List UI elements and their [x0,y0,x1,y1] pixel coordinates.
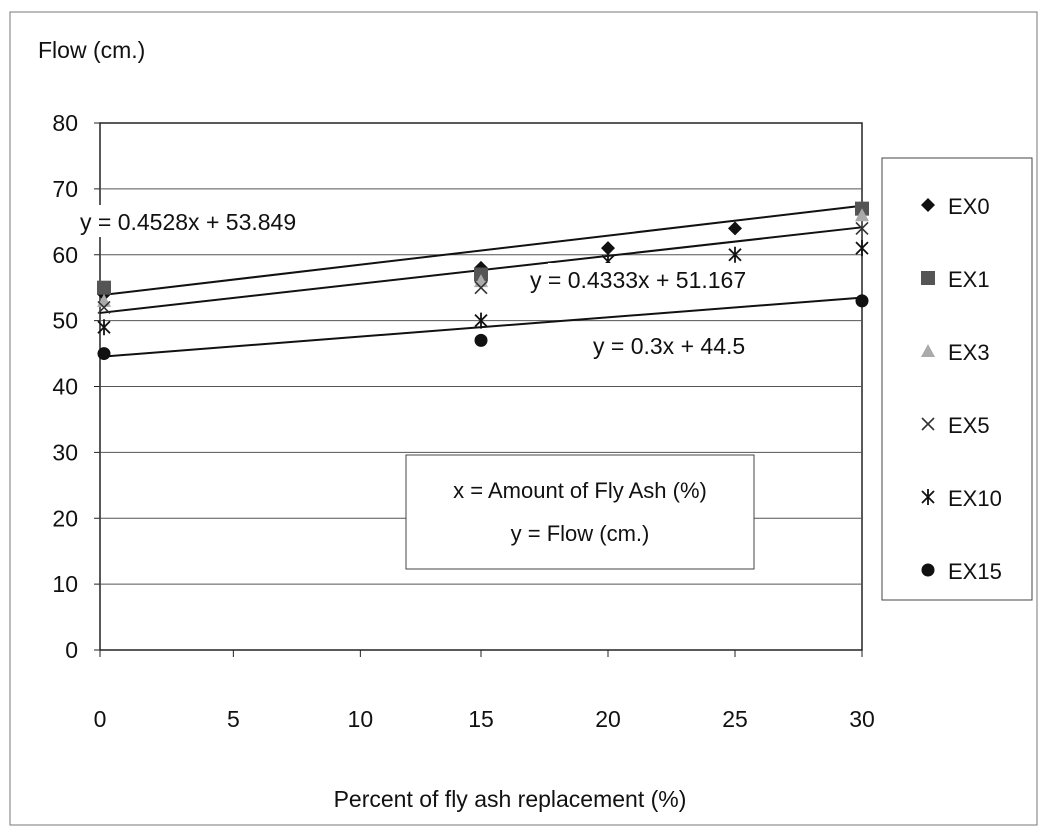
data-point-ex5 [97,300,111,315]
legend-label: EX3 [948,340,990,365]
y-tick-label: 10 [52,571,78,597]
legend-label: EX15 [948,559,1002,584]
legend-marker-ex0 [921,198,935,212]
legend-marker-ex10 [921,489,935,505]
trendline-equation: y = 0.3x + 44.5 [593,333,745,359]
data-point-ex3 [855,208,869,222]
y-tick-label: 50 [52,308,78,334]
y-tick-label: 30 [52,439,78,465]
y-tick-label: 40 [52,374,78,400]
data-point-ex15 [855,294,869,308]
y-axis-title: Flow (cm.) [38,37,145,63]
annotation-text: x = Amount of Fly Ash (%) [453,478,707,503]
legend-label: EX1 [948,267,990,292]
data-point-ex10 [97,319,111,336]
data-point-ex10 [855,240,869,257]
legend-label: EX10 [948,486,1002,511]
x-tick-label: 15 [468,706,494,732]
data-point-ex5 [855,221,869,235]
x-tick-label: 10 [348,706,374,732]
data-point-ex0 [728,221,742,236]
legend-marker-ex15 [921,563,935,577]
legend-label: EX0 [948,194,990,219]
data-point-ex1 [97,280,111,295]
y-tick-label: 0 [65,637,78,663]
x-tick-label: 5 [227,706,240,732]
data-point-ex15 [97,347,111,361]
trendline-equation: y = 0.4528x + 53.849 [80,209,296,235]
trendline [99,204,863,297]
x-tick-label: 20 [595,706,621,732]
legend-label: EX5 [948,413,990,438]
legend-marker-ex3 [921,344,935,357]
x-axis-title: Percent of fly ash replacement (%) [334,786,687,812]
y-tick-label: 60 [52,242,78,268]
legend-marker-ex5 [921,417,935,431]
y-tick-label: 20 [52,505,78,531]
data-point-ex5 [474,281,488,295]
equation-label-bg [611,329,789,361]
data-point-ex0 [601,241,615,256]
annotation-box [405,454,755,570]
x-tick-label: 0 [94,706,107,732]
y-tick-label: 80 [52,110,78,136]
chart-border [9,11,1038,826]
data-point-ex15 [474,333,488,347]
data-point-ex10 [728,246,742,263]
x-tick-label: 30 [849,706,875,732]
y-tick-label: 70 [52,176,78,202]
equation-label-bg [548,263,792,295]
data-point-ex10 [474,312,488,329]
legend-marker-ex1 [921,271,935,285]
equation-label-bg [98,205,342,237]
trendline-equation: y = 0.4333x + 51.167 [530,267,746,293]
legend-box [881,157,1033,601]
annotation-text: y = Flow (cm.) [511,521,650,546]
x-tick-label: 25 [722,706,748,732]
